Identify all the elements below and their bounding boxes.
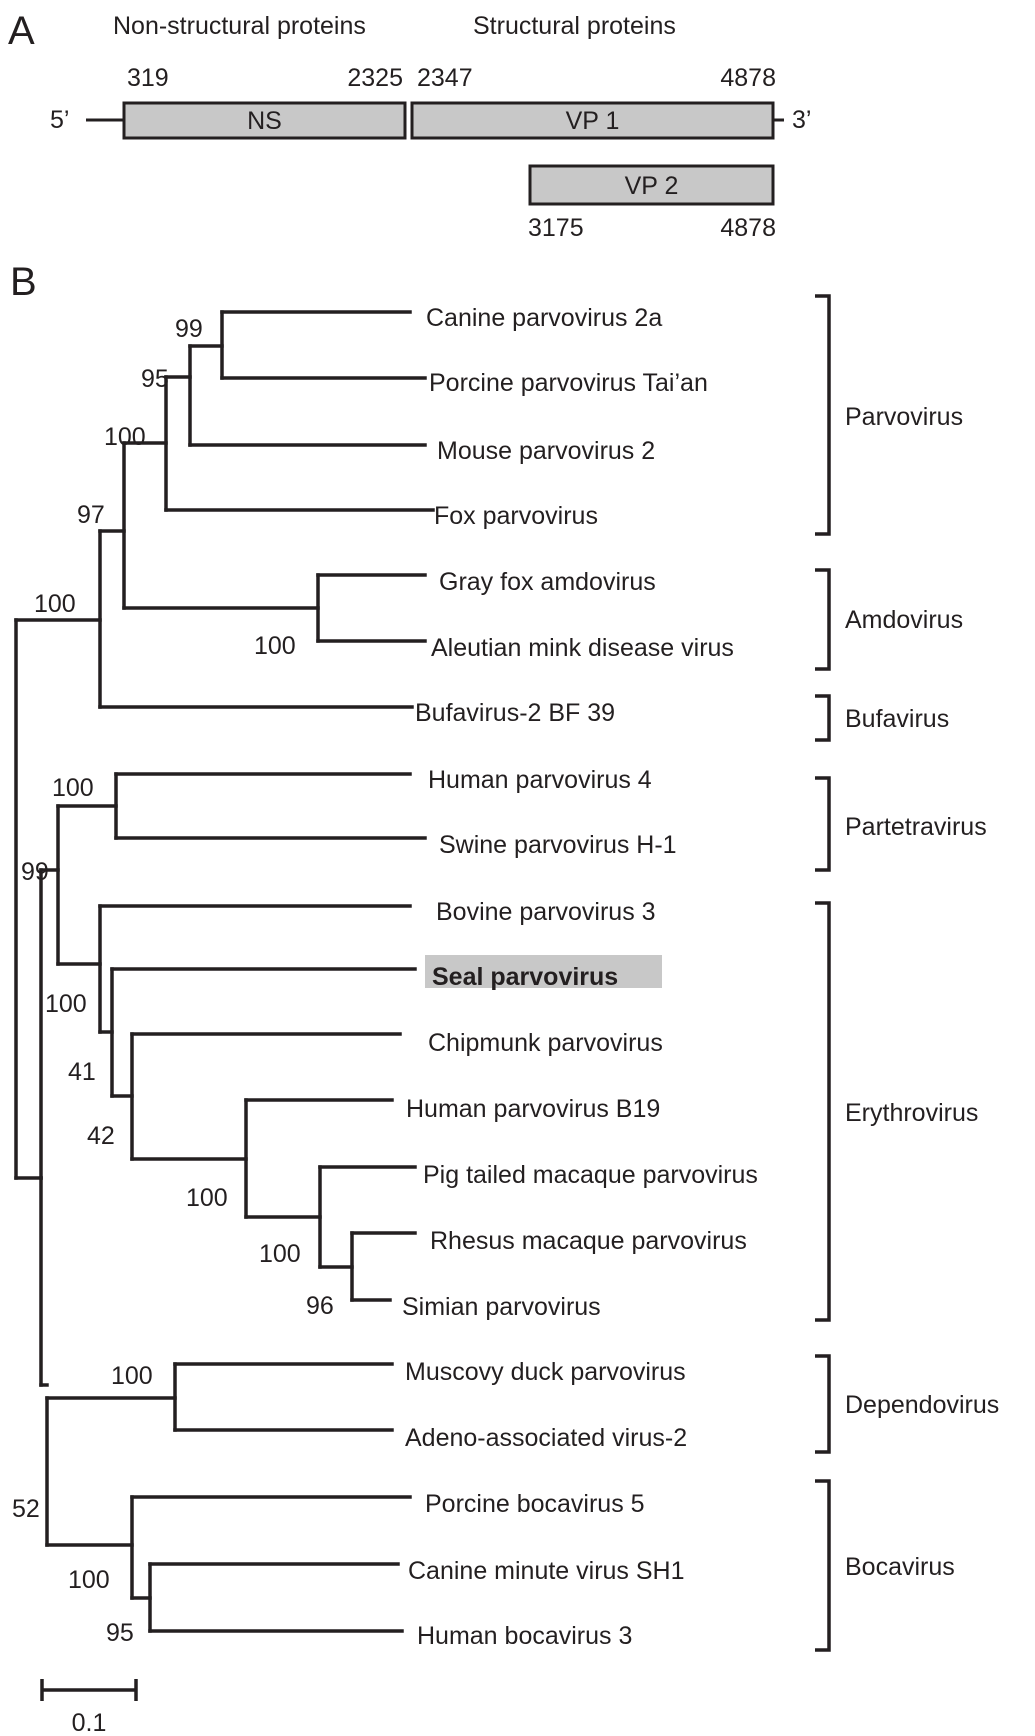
bootstrap-value: 52 (12, 1495, 40, 1523)
bootstrap-value: 100 (254, 632, 296, 660)
taxon-label: Canine parvovirus 2a (426, 304, 662, 332)
bootstrap-value: 100 (34, 590, 76, 618)
bootstrap-value: 100 (259, 1240, 301, 1268)
bootstrap-value: 95 (106, 1619, 134, 1647)
taxon-label: Pig tailed macaque parvovirus (423, 1161, 758, 1189)
taxon-label: Adeno-associated virus-2 (405, 1424, 687, 1452)
taxon-label: Bovine parvovirus 3 (436, 898, 656, 926)
structural-proteins-label: Structural proteins (473, 12, 676, 40)
taxon-label: Porcine parvovirus Tai’an (429, 369, 708, 397)
taxon-label: Bufavirus-2 BF 39 (415, 699, 615, 727)
non-structural-proteins-label: Non-structural proteins (113, 12, 366, 40)
genus-bracket (815, 568, 831, 671)
taxon-labels: Canine parvovirus 2a Porcine parvovirus … (402, 304, 758, 1650)
genus-bracket (815, 901, 831, 1322)
ns-end-label: 2325 (347, 64, 403, 92)
genus-label: Partetravirus (845, 813, 987, 841)
taxon-label: Muscovy duck parvovirus (405, 1358, 686, 1386)
genus-bracket (815, 1479, 831, 1652)
three-prime-label: 3’ (792, 106, 811, 134)
vp2-end-label: 4878 (720, 214, 776, 242)
panel-b-letter: B (10, 260, 37, 304)
taxon-label: Gray fox amdovirus (439, 568, 656, 596)
taxon-label: Mouse parvovirus 2 (437, 437, 655, 465)
taxon-label: Aleutian mink disease virus (431, 634, 734, 662)
bootstrap-value: 100 (45, 990, 87, 1018)
bootstrap-value: 100 (52, 774, 94, 802)
vp1-end-label: 4878 (720, 64, 776, 92)
bootstrap-value: 99 (175, 315, 203, 343)
taxon-label: Simian parvovirus (402, 1293, 601, 1321)
taxon-label: Human parvovirus B19 (406, 1095, 660, 1123)
panel-b: B (10, 260, 999, 1736)
genus-bracket (815, 694, 831, 742)
ns-label: NS (247, 107, 282, 135)
vp1-box (410, 101, 775, 140)
bootstrap-values: 99 95 100 97 100 100 100 99 100 41 42 10… (12, 315, 334, 1647)
five-prime-label: 5’ (50, 106, 69, 134)
bootstrap-value: 96 (306, 1292, 334, 1320)
taxon-label: Human parvovirus 4 (428, 766, 652, 794)
seal-parvovirus-label: Seal parvovirus (432, 963, 618, 991)
genus-label: Dependovirus (845, 1391, 999, 1419)
vp2-box (528, 164, 775, 206)
bootstrap-value: 100 (186, 1184, 228, 1212)
vp2-label: VP 2 (625, 172, 679, 200)
taxon-label: Canine minute virus SH1 (408, 1557, 685, 1585)
bootstrap-value: 95 (141, 365, 169, 393)
scale-bar-label: 0.1 (72, 1709, 107, 1736)
bootstrap-value: 100 (111, 1362, 153, 1390)
genus-label: Erythrovirus (845, 1099, 978, 1127)
taxon-label: Human bocavirus 3 (417, 1622, 632, 1650)
genus-bracket (815, 776, 831, 872)
taxon-label: Porcine bocavirus 5 (425, 1490, 645, 1518)
taxon-label: Swine parvovirus H-1 (439, 831, 677, 859)
taxon-label: Fox parvovirus (434, 502, 598, 530)
bootstrap-value: 41 (68, 1058, 96, 1086)
panel-a-letter: A (8, 9, 35, 53)
vp1-label: VP 1 (566, 107, 620, 135)
taxon-label: Rhesus macaque parvovirus (430, 1227, 747, 1255)
seal-parvovirus-highlight (425, 955, 662, 988)
taxon-label: Chipmunk parvovirus (428, 1029, 663, 1057)
bootstrap-value: 100 (68, 1566, 110, 1594)
bootstrap-value: 97 (77, 501, 105, 529)
genus-labels: Parvovirus Amdovirus Bufavirus Partetrav… (845, 403, 999, 1581)
genus-label: Amdovirus (845, 606, 963, 634)
scale-bar (40, 1679, 138, 1701)
genus-bracket (815, 294, 831, 536)
ns-start-label: 319 (127, 64, 169, 92)
genus-label: Bocavirus (845, 1553, 955, 1581)
vp2-start-label: 3175 (528, 214, 584, 242)
bootstrap-value: 42 (87, 1122, 115, 1150)
genus-brackets (815, 294, 831, 1652)
panel-a: A Non-structural proteins Structural pro… (8, 9, 811, 242)
genus-label: Bufavirus (845, 705, 949, 733)
bootstrap-value: 100 (104, 423, 146, 451)
genus-label: Parvovirus (845, 403, 963, 431)
bootstrap-value: 99 (21, 858, 49, 886)
genus-bracket (815, 1354, 831, 1454)
ns-box (122, 101, 407, 140)
vp1-start-label: 2347 (417, 64, 473, 92)
tree-branches (14, 310, 435, 1633)
